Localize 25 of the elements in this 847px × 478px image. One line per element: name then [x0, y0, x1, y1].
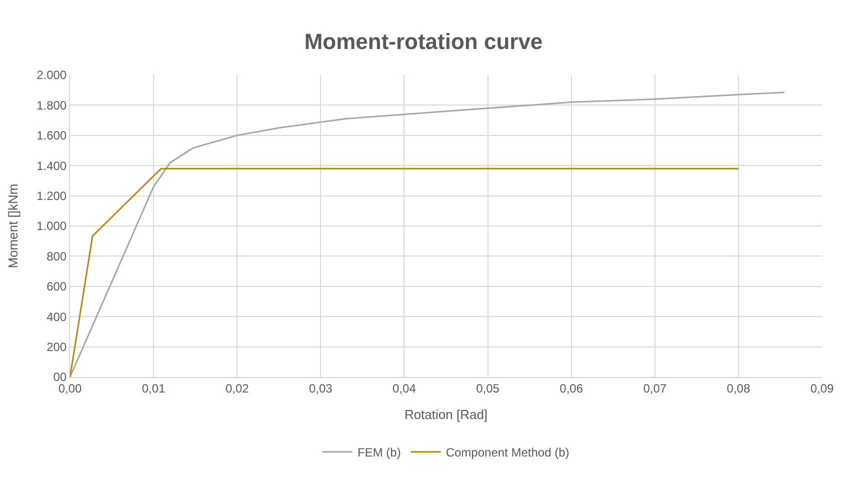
y-tick-label: 400	[46, 310, 67, 324]
y-tick-label: 2.000	[36, 68, 67, 82]
x-tick-label: 0,02	[225, 381, 250, 396]
y-tick-label: 1.000	[36, 219, 67, 234]
x-tick-label: 0,07	[643, 381, 667, 396]
y-tick-label: 1.800	[36, 98, 67, 112]
x-tick-label: 0,05	[476, 381, 500, 396]
x-tick-label: 0,03	[308, 381, 333, 396]
legend-label: FEM (b)	[358, 446, 401, 460]
y-tick-label: 1.400	[36, 158, 67, 173]
x-tick-label: 0,09	[810, 381, 834, 396]
y-tick-label: 1.200	[36, 189, 67, 203]
x-axis-title: Rotation [Rad]	[404, 407, 488, 422]
y-tick-label: 1.600	[36, 128, 67, 143]
y-tick-label: 200	[46, 340, 67, 354]
x-tick-label: 0,08	[726, 381, 750, 396]
y-tick-label: 600	[46, 280, 67, 294]
y-axis-title: Moment []kNm	[6, 184, 21, 268]
x-tick-label: 0,06	[560, 381, 584, 396]
line-series	[70, 92, 786, 377]
x-tick-label: 0,04	[392, 381, 416, 396]
legend-label: Component Method (b)	[446, 446, 570, 460]
chart-title: Moment-rotation curve	[304, 28, 543, 54]
x-tick-label: 0,01	[142, 381, 166, 396]
y-tick-label: 800	[46, 249, 67, 264]
